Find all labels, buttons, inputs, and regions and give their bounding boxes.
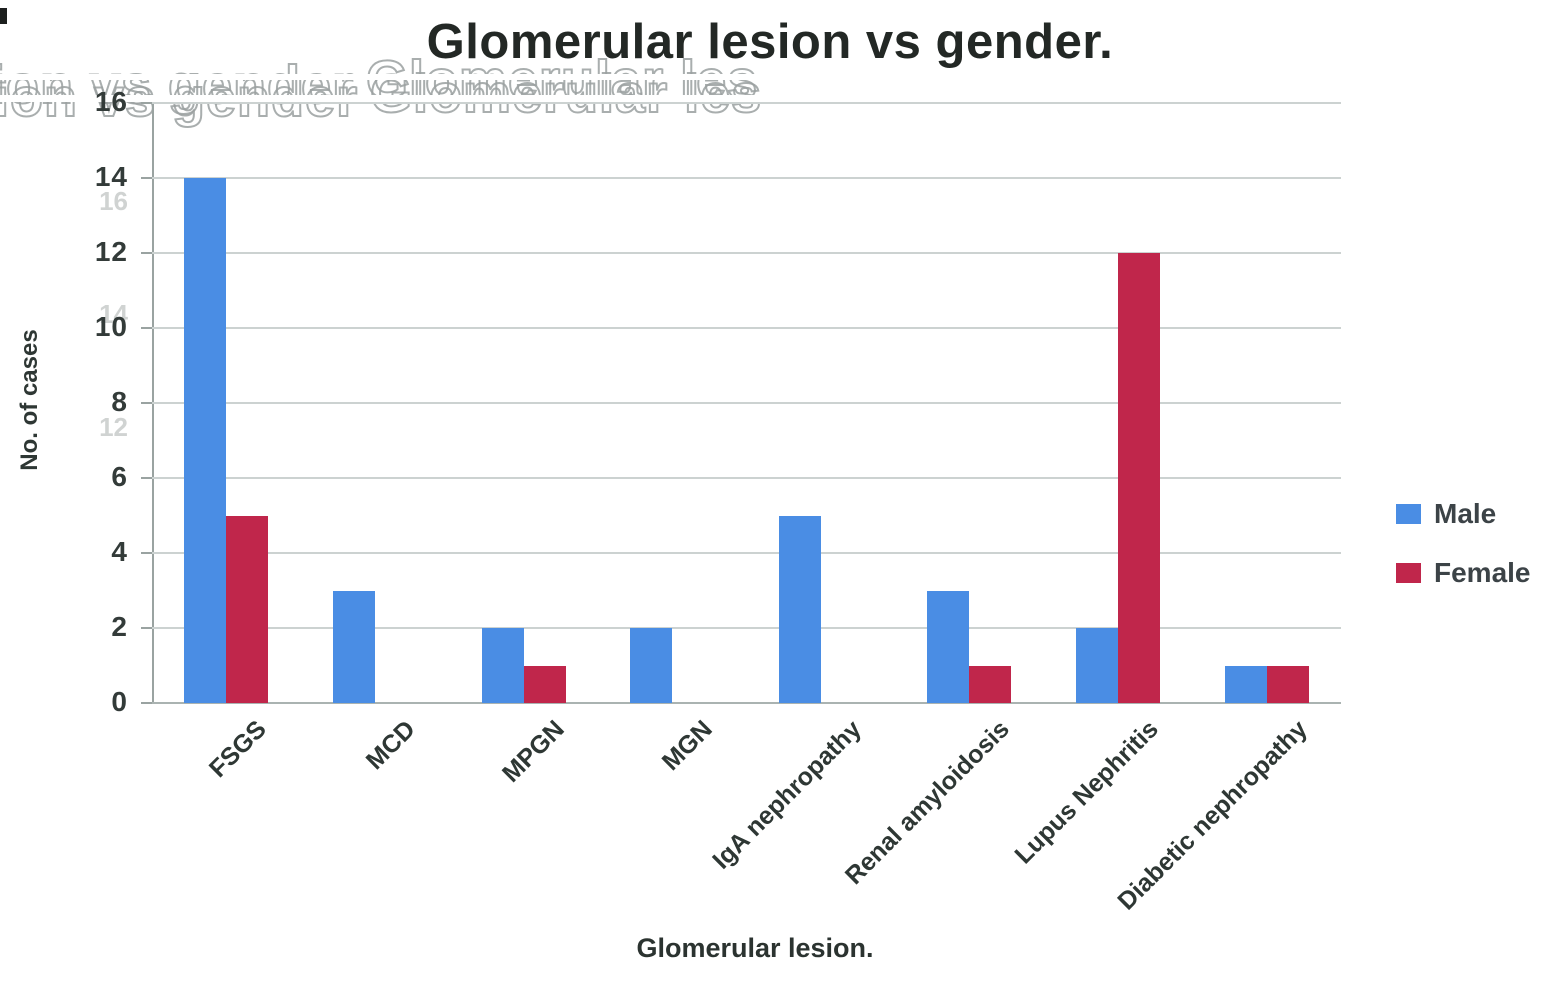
- ghost-stripe: [0, 74, 800, 80]
- scan-artifact-mark: [0, 8, 7, 24]
- y-tick-label-16: 16: [94, 86, 128, 117]
- legend-item-female: Female: [1396, 557, 1531, 589]
- x-label-renal-amyloidosis: Renal amyloidosis: [840, 715, 1016, 891]
- gridline-8: [152, 402, 1341, 404]
- ghost-y-label: 12: [99, 412, 128, 442]
- bar-female-fsgs: [226, 515, 269, 703]
- y-tick-label-8: 8: [111, 386, 128, 417]
- y-tick-8: [141, 402, 152, 404]
- legend-swatch-male: [1396, 504, 1421, 524]
- bar-male-diabetic-nephropathy: [1224, 665, 1267, 703]
- bar-male-mcd: [332, 590, 375, 703]
- plot-area: [152, 102, 1341, 704]
- x-label-mgn: MGN: [656, 715, 718, 777]
- gridline-14: [152, 177, 1341, 179]
- y-tick-label-0: 0: [111, 686, 128, 717]
- ghost-y-label: 16: [99, 186, 128, 216]
- bar-male-mgn: [630, 628, 673, 703]
- bar-female-lupus-nephritis: [1118, 253, 1161, 703]
- bar-male-fsgs: [184, 178, 227, 703]
- x-label-mpgn: MPGN: [496, 715, 570, 788]
- bar-male-mpgn: [481, 628, 524, 703]
- x-axis-title: Glomerular lesion.: [636, 933, 874, 963]
- bar-female-renal-amyloidosis: [969, 665, 1012, 703]
- x-label-mcd: MCD: [360, 715, 421, 776]
- gridline-2: [152, 627, 1341, 629]
- legend-label-male: Male: [1434, 498, 1497, 529]
- gridline-6: [152, 477, 1341, 479]
- gridline-16: [152, 102, 1341, 104]
- legend-item-male: Male: [1396, 498, 1531, 530]
- gridline-0: [152, 702, 1341, 704]
- y-tick-10: [141, 327, 152, 329]
- legend-swatch-female: [1396, 563, 1421, 583]
- y-tick-label-12: 12: [94, 236, 128, 267]
- gridline-4: [152, 552, 1341, 554]
- bar-male-lupus-nephritis: [1076, 628, 1119, 703]
- y-tick-12: [141, 252, 152, 254]
- y-tick-4: [141, 552, 152, 554]
- gridline-12: [152, 252, 1341, 254]
- ghost-y-label: 14: [99, 299, 128, 329]
- y-tick-14: [141, 177, 152, 179]
- y-tick-0: [141, 702, 152, 704]
- bar-male-iga-nephropathy: [778, 515, 821, 703]
- y-tick-16: [141, 102, 152, 104]
- x-label-lupus-nephritis: Lupus Nephritis: [1009, 715, 1164, 870]
- y-tick-label-14: 14: [94, 161, 128, 192]
- y-tick-2: [141, 627, 152, 629]
- y-tick-6: [141, 477, 152, 479]
- y-tick-label-4: 4: [111, 536, 128, 567]
- bar-female-diabetic-nephropathy: [1266, 665, 1309, 703]
- x-label-iga-nephropathy: IgA nephropathy: [707, 715, 867, 875]
- y-tick-label-6: 6: [111, 461, 128, 492]
- y-tick-label-10: 10: [94, 311, 128, 342]
- ghost-title-right-copy: Glomerular les: [369, 63, 763, 125]
- chart-title: Glomerular lesion vs gender.: [426, 15, 1114, 69]
- bar-male-renal-amyloidosis: [927, 590, 970, 703]
- bar-female-mpgn: [523, 665, 566, 703]
- ghost-stripe: [0, 95, 800, 102]
- gridline-10: [152, 327, 1341, 329]
- y-tick-label-2: 2: [111, 611, 128, 642]
- legend: Male Female: [1396, 498, 1531, 616]
- legend-label-female: Female: [1434, 557, 1531, 588]
- x-label-fsgs: FSGS: [204, 715, 273, 783]
- ghost-title-left: ion vs gender: [0, 54, 355, 116]
